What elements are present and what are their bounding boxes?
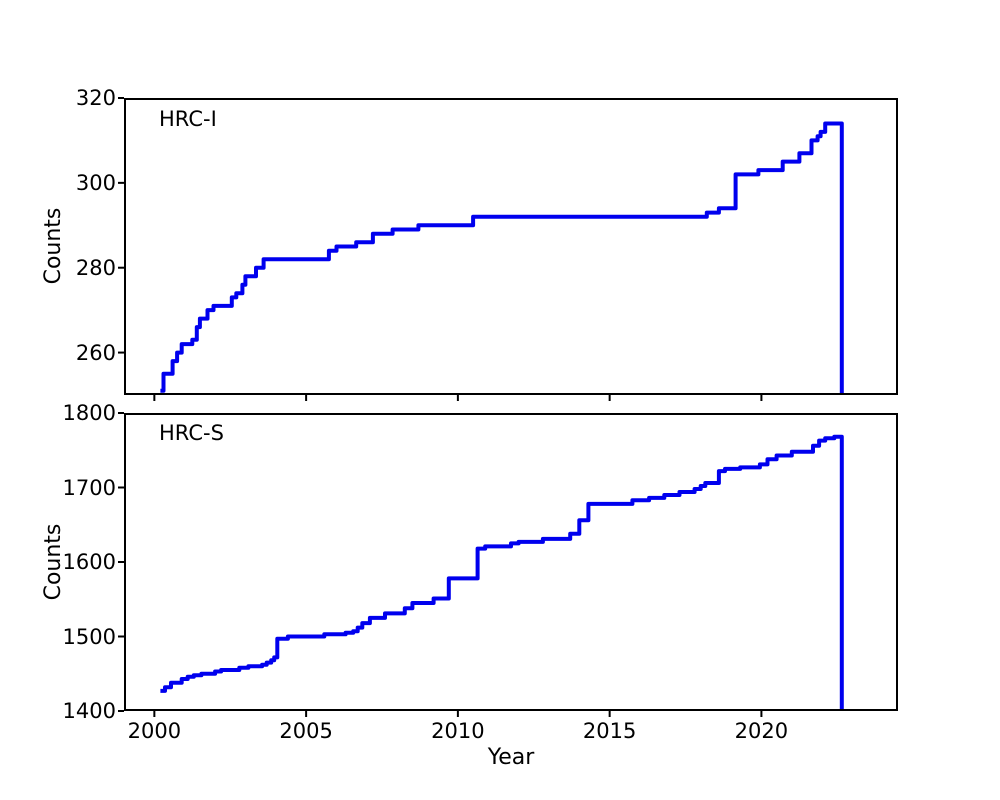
y-tick-label: 1600 bbox=[62, 550, 116, 574]
y-tick-label: 260 bbox=[75, 340, 116, 365]
panel-label-hrc-i: HRC-I bbox=[159, 107, 217, 131]
y-tick-label: 1500 bbox=[62, 624, 116, 649]
hrc-s-chart bbox=[118, 412, 898, 717]
y-tick-label: 1400 bbox=[62, 699, 116, 723]
y-tick-label: 320 bbox=[75, 86, 116, 110]
hrc-i-chart bbox=[118, 97, 898, 401]
x-axis-label: Year bbox=[487, 745, 535, 770]
y-tick-label: 1700 bbox=[62, 475, 116, 500]
x-tick-label: 2015 bbox=[582, 719, 637, 743]
hrc-i-panel bbox=[118, 97, 898, 401]
axes-spines bbox=[124, 98, 898, 395]
hrc-i-series-line bbox=[160, 121, 844, 395]
axes-spines bbox=[124, 413, 898, 711]
y-tick-label: 280 bbox=[75, 255, 116, 280]
panel-label-hrc-s: HRC-S bbox=[159, 421, 224, 445]
x-tick-label: 2000 bbox=[127, 719, 182, 743]
hrc-s-series-line bbox=[160, 434, 844, 711]
hrc-s-panel bbox=[118, 412, 898, 717]
x-tick-label: 2020 bbox=[734, 719, 789, 743]
x-tick-label: 2010 bbox=[431, 719, 485, 743]
y-tick-label: 300 bbox=[75, 170, 116, 195]
y-tick-label: 1800 bbox=[62, 401, 116, 425]
x-tick-label: 2005 bbox=[279, 719, 333, 743]
